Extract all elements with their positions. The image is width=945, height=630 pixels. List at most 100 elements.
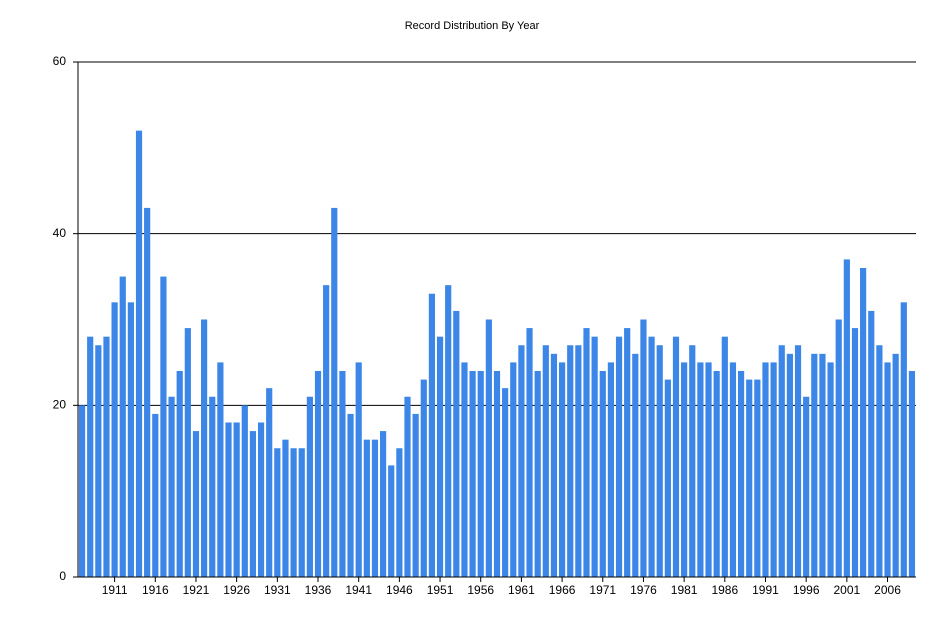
- bar: [794, 345, 802, 577]
- bar: [404, 396, 411, 577]
- bar: [314, 371, 322, 577]
- bar: [347, 413, 354, 577]
- x-tick-label: 1926: [223, 583, 250, 597]
- bar: [192, 431, 200, 577]
- bar: [868, 310, 875, 577]
- bar: [664, 379, 671, 577]
- bar: [445, 285, 452, 577]
- bar: [233, 422, 240, 577]
- chart-title: Record Distribution By Year: [405, 20, 540, 32]
- x-tick-label: 1961: [508, 583, 535, 597]
- bar: [225, 422, 232, 577]
- bar: [778, 345, 785, 577]
- bar: [298, 448, 305, 577]
- bar: [331, 207, 338, 577]
- bar: [144, 207, 151, 577]
- bar: [87, 336, 94, 577]
- bar: [453, 310, 460, 577]
- bar: [168, 396, 175, 577]
- bar: [323, 285, 330, 577]
- bar: [469, 371, 476, 577]
- bar: [754, 379, 761, 577]
- bar: [648, 336, 655, 577]
- bar: [152, 413, 159, 577]
- x-tick-label: 1941: [345, 583, 372, 597]
- bar: [412, 413, 419, 577]
- bar: [876, 345, 883, 577]
- bar: [249, 431, 257, 577]
- bar: [241, 405, 248, 577]
- x-tick-label: 1996: [793, 583, 820, 597]
- bar: [811, 353, 818, 577]
- bar: [502, 388, 509, 577]
- y-tick-label: 40: [53, 226, 67, 240]
- bar: [746, 379, 753, 577]
- bar: [835, 319, 842, 577]
- bar: [892, 353, 899, 577]
- bar: [526, 328, 533, 577]
- bar: [737, 371, 745, 577]
- x-tick-label: 1976: [630, 583, 657, 597]
- bar: [729, 362, 737, 577]
- bar: [290, 448, 297, 577]
- bar: [900, 302, 907, 577]
- bar: [884, 362, 891, 577]
- bar: [274, 448, 281, 577]
- bar: [843, 259, 850, 577]
- bar: [697, 362, 704, 577]
- bar: [640, 319, 647, 577]
- bar: [306, 396, 313, 577]
- bar: [713, 371, 720, 577]
- x-tick-label: 1916: [142, 583, 169, 597]
- bar: [510, 362, 517, 577]
- bar: [201, 319, 208, 577]
- y-tick-label: 0: [59, 569, 66, 583]
- bar: [339, 371, 346, 577]
- bar: [567, 345, 574, 577]
- bar: [176, 371, 183, 577]
- bar: [575, 345, 582, 577]
- bar: [762, 362, 769, 577]
- bar: [461, 362, 468, 577]
- bar: [534, 371, 541, 577]
- bar: [135, 130, 143, 577]
- x-tick-label: 2001: [833, 583, 860, 597]
- bar: [363, 439, 370, 577]
- bar: [860, 268, 867, 577]
- bar: [827, 362, 834, 577]
- bar: [371, 439, 379, 577]
- bar: [493, 371, 501, 577]
- bar: [803, 396, 810, 577]
- x-tick-label: 2006: [874, 583, 901, 597]
- y-tick-label: 20: [53, 398, 67, 412]
- bar: [396, 448, 403, 577]
- x-tick-label: 1966: [549, 583, 576, 597]
- x-tick-label: 1981: [671, 583, 698, 597]
- bar: [542, 345, 549, 577]
- bar: [217, 362, 224, 577]
- bar: [583, 328, 590, 577]
- bar: [558, 362, 566, 577]
- bar: [672, 336, 680, 577]
- bar: [95, 345, 102, 577]
- x-tick-label: 1946: [386, 583, 413, 597]
- bar: [160, 276, 167, 577]
- x-tick-label: 1931: [264, 583, 291, 597]
- bar: [550, 353, 558, 577]
- bar: [591, 336, 598, 577]
- bar: [266, 388, 273, 577]
- x-tick-label: 1986: [711, 583, 738, 597]
- bar: [632, 353, 639, 577]
- bar: [78, 405, 86, 577]
- bar: [770, 362, 777, 577]
- x-tick-label: 1971: [589, 583, 616, 597]
- bar: [518, 345, 525, 577]
- bar: [436, 336, 444, 577]
- bar: [355, 362, 362, 577]
- bar: [103, 336, 110, 577]
- x-tick-label: 1951: [427, 583, 454, 597]
- bar: [257, 422, 265, 577]
- bar: [851, 328, 859, 577]
- bar: [689, 345, 696, 577]
